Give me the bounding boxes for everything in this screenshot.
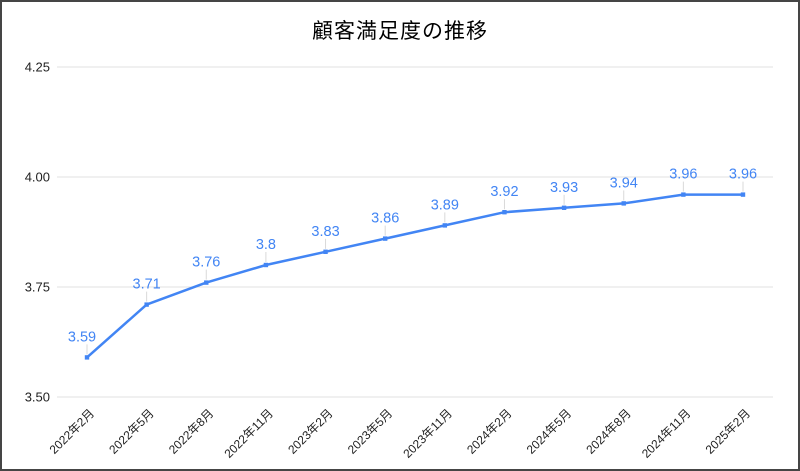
data-point-marker: [442, 223, 448, 228]
data-point-label: 3.96: [729, 167, 757, 183]
data-point-label: 3.94: [610, 175, 638, 191]
x-axis-tick-label: 2023年11月: [400, 406, 455, 461]
data-point-label: 3.89: [431, 197, 459, 213]
data-point-label: 3.96: [669, 167, 697, 183]
series-line: [85, 193, 745, 359]
data-point-marker: [84, 355, 90, 360]
data-point-label: 3.59: [68, 329, 96, 345]
data-point-label: 3.92: [490, 184, 518, 200]
data-point-label: 3.76: [192, 255, 220, 271]
x-axis-tick-label: 2024年8月: [583, 406, 633, 456]
chart-title: 顧客満足度の推移: [312, 20, 488, 43]
data-point-marker: [323, 249, 328, 254]
data-point-label: 3.83: [311, 224, 339, 240]
x-axis-tick-label: 2025年2月: [703, 406, 753, 456]
data-point-marker: [621, 201, 626, 206]
x-axis-tick-label: 2023年5月: [345, 406, 395, 456]
data-point-marker: [740, 192, 746, 197]
x-axis-tick-label: 2023年2月: [285, 406, 335, 456]
y-axis-tick-label: 3.75: [25, 280, 50, 295]
data-point-label: 3.93: [550, 180, 578, 196]
x-axis-tick-label: 2024年2月: [464, 406, 514, 456]
data-point-marker: [502, 210, 507, 215]
data-point-marker: [263, 262, 269, 268]
y-axis-tick-label: 3.50: [25, 390, 50, 405]
x-axis-tick-label: 2022年8月: [166, 406, 216, 456]
data-point-marker: [204, 280, 209, 285]
data-point-marker: [681, 192, 686, 197]
x-axis-tick-label: 2024年11月: [639, 406, 694, 461]
y-axis-tick-label: 4.25: [25, 60, 50, 75]
data-point-marker: [561, 205, 567, 210]
x-axis-tick-label: 2022年11月: [221, 406, 276, 461]
data-point-label: 3.71: [133, 277, 161, 293]
x-axis-tick-label: 2022年2月: [47, 406, 97, 456]
data-point-label: 3.8: [256, 237, 276, 253]
data-point-marker: [382, 236, 388, 241]
x-axis-tick-label: 2024年5月: [524, 406, 574, 456]
y-axis-tick-label: 4.00: [25, 170, 50, 185]
x-axis-tick-label: 2022年5月: [106, 406, 156, 456]
data-point-label: 3.86: [371, 211, 399, 227]
data-point-marker: [144, 302, 149, 307]
